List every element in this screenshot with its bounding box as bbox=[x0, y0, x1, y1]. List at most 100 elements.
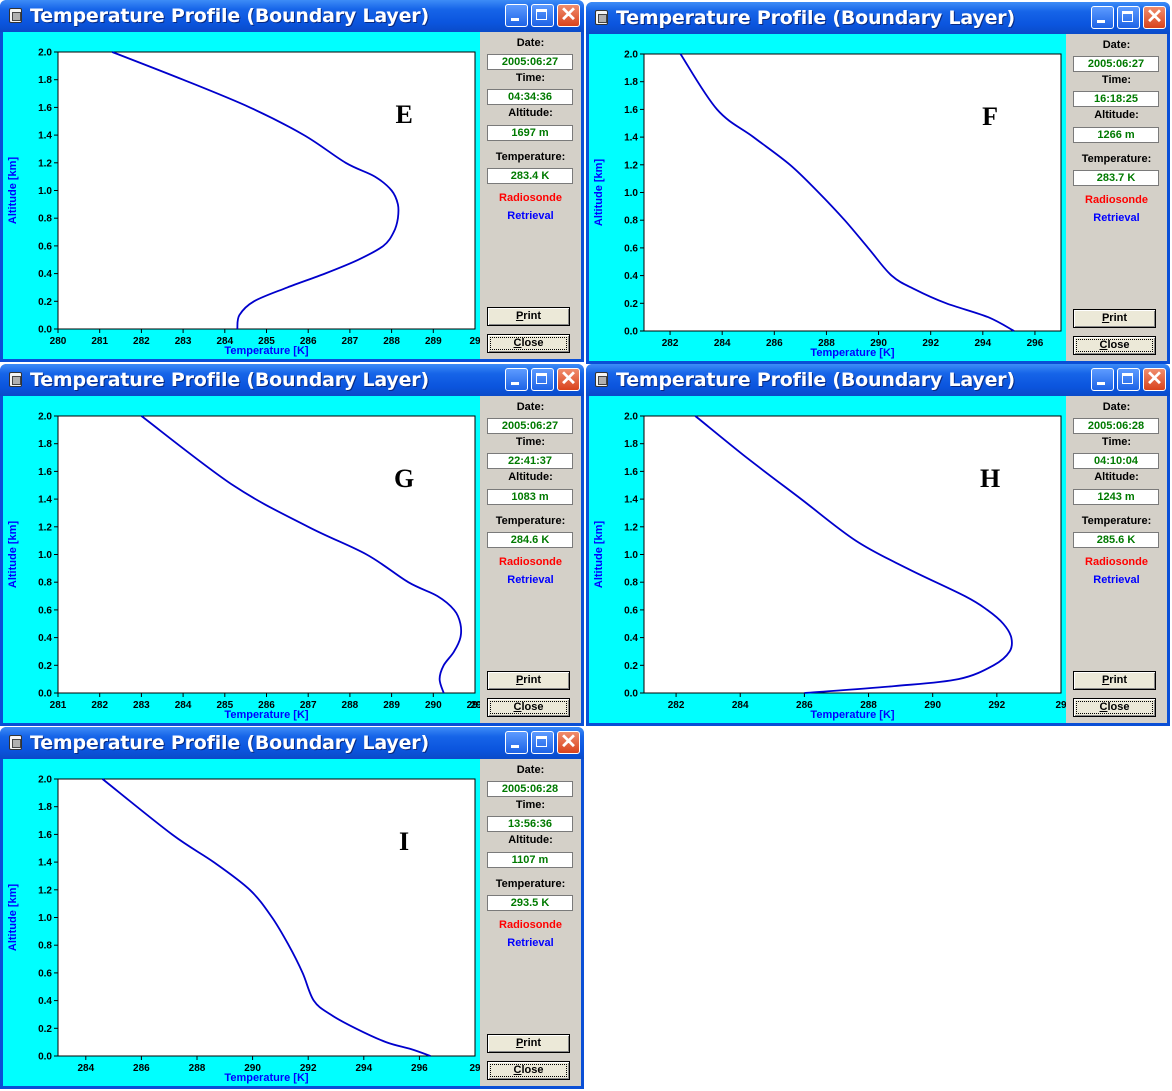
y-tick-label: 1.4 bbox=[38, 495, 52, 506]
x-tick-label: 286 bbox=[258, 700, 275, 711]
time-label: Time: bbox=[1101, 436, 1132, 448]
date-value[interactable]: 2005:06:27 bbox=[487, 54, 573, 70]
close-button-label: Close bbox=[1099, 339, 1130, 351]
x-tick-label: 288 bbox=[860, 700, 877, 711]
close-window-button[interactable]: ✕ bbox=[1143, 6, 1166, 29]
y-tick-label: 1.6 bbox=[38, 103, 52, 114]
legend-radiosonde: Radiosonde bbox=[499, 556, 562, 568]
x-tick-label: 284 bbox=[732, 700, 749, 711]
temperature-value[interactable]: 285.6 K bbox=[1073, 532, 1159, 548]
y-tick-label: 0.4 bbox=[624, 271, 638, 282]
plot-area: 0.0 0.2 0.4 0.6 0.8 1.0 1.2 1.4 1.6 1.8 2.0 282 284 2… bbox=[589, 34, 1066, 361]
window-client: 0.0 0.2 0.4 0.6 0.8 1.0 1.2 1.4 1.6 1.8 2.0 282 284 2… bbox=[589, 396, 1167, 723]
close-button[interactable]: Close bbox=[487, 334, 570, 353]
x-tick-label: 292 bbox=[922, 338, 939, 349]
close-button[interactable]: Close bbox=[1073, 336, 1156, 355]
x-tick-label: 284 bbox=[714, 338, 731, 349]
date-value[interactable]: 2005:06:28 bbox=[487, 781, 573, 797]
time-value[interactable]: 16:18:25 bbox=[1073, 91, 1159, 107]
minimize-icon bbox=[511, 745, 519, 748]
retrieval-profile-line bbox=[101, 778, 431, 1057]
altitude-value[interactable]: 1083 m bbox=[487, 489, 573, 505]
altitude-value[interactable]: 1243 m bbox=[1073, 489, 1159, 505]
x-tick-label: 287 bbox=[300, 700, 317, 711]
title-bar[interactable]: Temperature Profile (Boundary Layer) ✕ bbox=[0, 364, 584, 396]
info-panel: Date: 2005:06:28 Time: 13:56:36 Altitude: 110… bbox=[480, 759, 581, 1086]
time-value[interactable]: 13:56:36 bbox=[487, 816, 573, 832]
x-tick-label: 288 bbox=[189, 1063, 206, 1074]
maximize-button[interactable] bbox=[1117, 6, 1140, 29]
close-window-button[interactable]: ✕ bbox=[557, 731, 580, 754]
minimize-button[interactable] bbox=[1091, 6, 1114, 29]
y-tick-label: 0.2 bbox=[38, 297, 52, 308]
y-tick-label: 0.0 bbox=[38, 325, 52, 336]
legend-retrieval: Retrieval bbox=[1093, 574, 1140, 586]
date-value[interactable]: 2005:06:28 bbox=[1073, 418, 1159, 434]
temperature-value[interactable]: 284.6 K bbox=[487, 532, 573, 548]
panel-letter: F bbox=[982, 102, 998, 131]
date-value[interactable]: 2005:06:27 bbox=[487, 418, 573, 434]
legend-retrieval: Retrieval bbox=[507, 937, 554, 949]
close-window-button[interactable]: ✕ bbox=[557, 368, 580, 391]
time-value[interactable]: 22:41:37 bbox=[487, 453, 573, 469]
date-value[interactable]: 2005:06:27 bbox=[1073, 56, 1159, 72]
title-bar[interactable]: Temperature Profile (Boundary Layer) ✕ bbox=[0, 0, 584, 32]
maximize-button[interactable] bbox=[531, 4, 554, 27]
altitude-value[interactable]: 1697 m bbox=[487, 125, 573, 141]
y-tick-label: 0.4 bbox=[38, 996, 52, 1007]
time-value[interactable]: 04:10:04 bbox=[1073, 453, 1159, 469]
temperature-value[interactable]: 293.5 K bbox=[487, 895, 573, 911]
y-tick-label: 1.0 bbox=[38, 913, 52, 924]
y-tick-label: 1.2 bbox=[624, 522, 638, 533]
minimize-button[interactable] bbox=[505, 731, 528, 754]
close-window-button[interactable]: ✕ bbox=[1143, 368, 1166, 391]
x-tick-label: 282 bbox=[133, 336, 150, 347]
minimize-button[interactable] bbox=[505, 4, 528, 27]
close-button[interactable]: Close bbox=[487, 698, 570, 717]
temperature-profile-chart: 0.0 0.2 0.4 0.6 0.8 1.0 1.2 1.4 1.6 1.8 2.0 281 282 2… bbox=[7, 412, 480, 722]
app-icon[interactable] bbox=[595, 372, 608, 387]
minimize-button[interactable] bbox=[505, 368, 528, 391]
print-button[interactable]: Print bbox=[1073, 309, 1156, 328]
legend-radiosonde: Radiosonde bbox=[1085, 194, 1148, 206]
app-icon[interactable] bbox=[9, 735, 22, 750]
altitude-label: Altitude: bbox=[508, 471, 553, 483]
x-tick-label: 285 bbox=[216, 700, 233, 711]
close-window-button[interactable]: ✕ bbox=[557, 4, 580, 27]
retrieval-profile-line bbox=[679, 53, 1015, 332]
maximize-button[interactable] bbox=[1117, 368, 1140, 391]
maximize-button[interactable] bbox=[531, 731, 554, 754]
minimize-icon bbox=[1097, 20, 1105, 23]
print-button[interactable]: Print bbox=[487, 671, 570, 690]
print-button[interactable]: Print bbox=[487, 307, 570, 326]
app-icon[interactable] bbox=[9, 8, 22, 23]
altitude-label: Altitude: bbox=[1094, 109, 1139, 121]
close-button-label: Close bbox=[513, 701, 544, 713]
title-bar[interactable]: Temperature Profile (Boundary Layer) ✕ bbox=[586, 364, 1170, 396]
temperature-value[interactable]: 283.4 K bbox=[487, 168, 573, 184]
close-button[interactable]: Close bbox=[1073, 698, 1156, 717]
y-tick-label: 1.0 bbox=[38, 186, 52, 197]
y-tick-label: 1.2 bbox=[38, 158, 52, 169]
altitude-value[interactable]: 1107 m bbox=[487, 852, 573, 868]
y-tick-label: 0.8 bbox=[38, 578, 52, 589]
minimize-button[interactable] bbox=[1091, 368, 1114, 391]
y-tick-label: 2.0 bbox=[624, 50, 638, 61]
y-tick-label: 1.6 bbox=[38, 467, 52, 478]
app-icon[interactable] bbox=[595, 10, 608, 25]
plot-frame bbox=[57, 415, 476, 694]
temperature-value[interactable]: 283.7 K bbox=[1073, 170, 1159, 186]
close-button[interactable]: Close bbox=[487, 1061, 570, 1080]
y-tick-label: 2.0 bbox=[38, 48, 52, 59]
maximize-button[interactable] bbox=[531, 368, 554, 391]
print-button[interactable]: Print bbox=[487, 1034, 570, 1053]
time-value[interactable]: 04:34:36 bbox=[487, 89, 573, 105]
print-button[interactable]: Print bbox=[1073, 671, 1156, 690]
title-bar[interactable]: Temperature Profile (Boundary Layer) ✕ bbox=[0, 727, 584, 759]
title-bar[interactable]: Temperature Profile (Boundary Layer) ✕ bbox=[586, 2, 1170, 34]
y-tick-label: 0.6 bbox=[38, 968, 52, 979]
app-icon[interactable] bbox=[9, 372, 22, 387]
temperature-profile-window-g: Temperature Profile (Boundary Layer) ✕ 0.0… bbox=[0, 364, 584, 726]
y-tick-label: 0.6 bbox=[38, 241, 52, 252]
altitude-value[interactable]: 1266 m bbox=[1073, 127, 1159, 143]
